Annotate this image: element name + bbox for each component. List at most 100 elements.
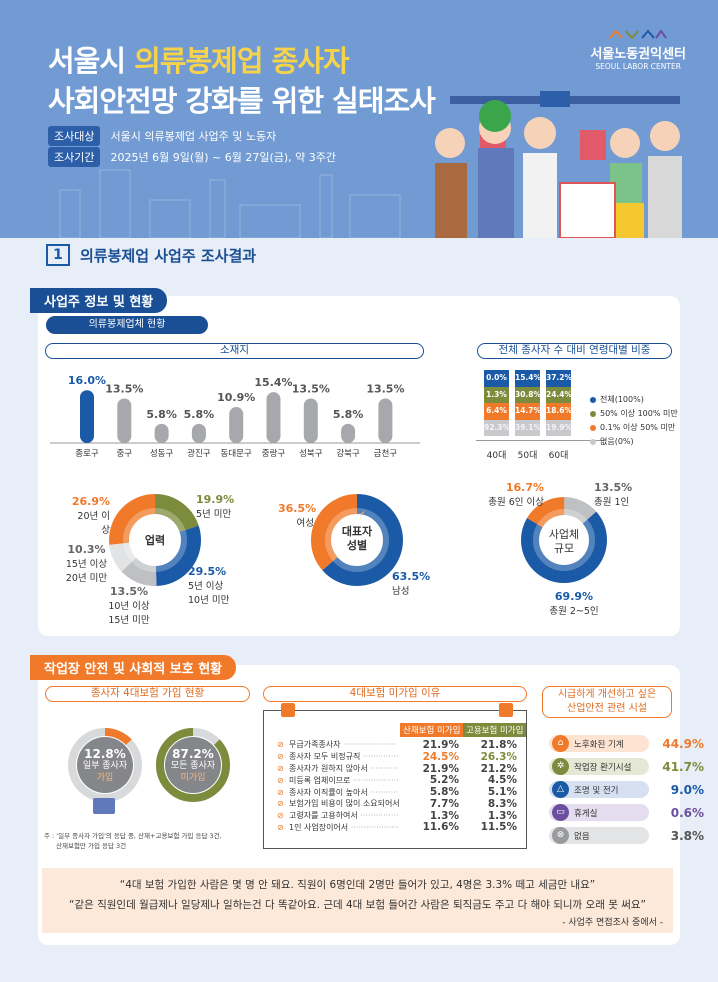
legend-dot-icon — [590, 396, 596, 403]
career-text-under5: 5년 미만 — [196, 509, 232, 520]
size-text-1: 총원 1인 — [594, 497, 630, 508]
binder-clip-icon — [281, 703, 295, 717]
check-circle-icon: ⊘ — [277, 740, 284, 750]
facility-value: 44.9% — [662, 736, 704, 751]
facilities-title-line1: 시급하게 개선하고 싶은 — [557, 689, 657, 700]
size-center-label: 사업체 규모 — [539, 528, 589, 556]
reason-label: 1인 사업장이어서 ····················· — [289, 822, 399, 832]
facility-item: ⌂ 노후화된 기계 44.9% — [549, 734, 704, 753]
career-text-10to15: 10년 이상 15년 미만 — [108, 601, 150, 626]
age-segment: 15.4% — [515, 370, 541, 387]
table-row: ⊘ 고령자를 고용하여서 ····················· 1.3% 1.3… — [277, 810, 522, 822]
quote-source: - 사업주 면접조사 중에서 - — [562, 918, 663, 928]
reason-label: 고령자를 고용하여서 ····················· — [289, 811, 399, 821]
bar-value-label: 15.4% — [254, 376, 292, 389]
industrial-value: 7.7% — [429, 797, 459, 810]
facility-item: ✲ 작업장 환기시설 41.7% — [549, 757, 704, 776]
safety-tab: 작업장 안전 및 사회적 보호 현황 — [30, 655, 237, 680]
facility-item: ▭ 휴게실 0.6% — [549, 803, 704, 822]
reason-label: 미등록 업체이므로 ····················· — [289, 775, 399, 785]
survey-target-label: 조사대상 — [48, 126, 101, 146]
size-label-2to5: 69.9% 총원 2~5인 — [544, 590, 604, 617]
table-row: ⊘ 종사자 모두 비정규직 ····················· 24.5% 2… — [277, 751, 522, 763]
career-label-20plus: 26.9% 20년 이상 — [70, 495, 110, 536]
inner-ring — [325, 508, 389, 572]
quote-1: “4대 보험 가입한 사람은 몇 명 안 돼요. 직원이 6명인데 2명만 들어… — [119, 879, 596, 891]
facility-label: 노후화된 기계 — [574, 739, 624, 750]
check-circle-icon: ⊘ — [277, 763, 284, 773]
legend-label: 50% 이상 100% 미만 — [600, 409, 678, 418]
reason-label: 종사자가 원하지 않아서 ····················· — [289, 763, 399, 773]
career-label-15to20: 10.3% 15년 이상 20년 미만 — [64, 543, 109, 584]
legend-dot-icon — [590, 424, 596, 431]
legend-dot-icon — [590, 410, 596, 417]
insurance-footnote: 주 : '일부 종사자 가입'의 응답 중, 산재+고용보험 가입 응답 3건,… — [44, 831, 222, 851]
footnote-line1: 주 : '일부 종사자 가입'의 응답 중, 산재+고용보험 가입 응답 3건, — [44, 832, 222, 840]
bar-금천구 — [378, 398, 393, 443]
x-tick-label: 50대 — [517, 451, 538, 461]
insurance-partial-label: 12.8% 일부 종사자 가입 — [72, 748, 138, 784]
x-tick-label: 60대 — [548, 451, 569, 461]
sex-center-line2: 성별 — [346, 539, 368, 552]
legend-label: 없음(0%) — [600, 437, 634, 446]
age-segment: 14.7% — [515, 403, 541, 420]
size-text-6plus: 총원 6인 이상 — [488, 497, 544, 508]
facility-value: 0.6% — [670, 805, 704, 820]
insurance-partial-text: 일부 종사자 — [82, 761, 128, 771]
age-stacked-chart: 0.0% 1.3% 6.4% 92.3% 40대 15.4% 30.8% 14.7% 39.1%… — [476, 370, 606, 466]
x-tick-label: 강북구 — [336, 448, 360, 459]
size-text-2to5: 총원 2~5인 — [549, 606, 599, 617]
table-row: ⊘ 무급가족종사자 ····················· 21.9% 21.8% — [277, 739, 522, 751]
career-label-under5: 19.9% 5년 미만 — [196, 493, 234, 520]
section-title: 의류봉제업 사업주 조사결과 — [80, 246, 257, 265]
table-row: ⊘ 종사자 이직률이 높아서 ····················· 5.8% 5… — [277, 786, 522, 798]
facility-value: 3.8% — [670, 828, 704, 843]
x-tick-label: 종로구 — [75, 449, 99, 459]
age-column-40대: 0.0% 1.3% 6.4% 92.3% 40대 — [484, 370, 510, 461]
x-axis — [476, 440, 606, 441]
facility-value: 9.0% — [670, 782, 704, 797]
sewing-machine-icon: ⌂ — [552, 735, 569, 752]
lamp-icon: △ — [552, 781, 569, 798]
slice-여성 — [311, 494, 403, 586]
quote-2: “같은 직원인데 월급제나 일당제나 일하는건 다 똑같아요. 근데 4대 보험… — [69, 899, 646, 911]
bar-value-label: 10.9% — [217, 391, 255, 404]
location-chart-title: 소재지 — [45, 343, 424, 359]
seoul-labor-center-logo: 서울노동권익센터 SEOUL LABOR CENTER — [590, 24, 686, 71]
employment-value: 21.2% — [480, 762, 517, 775]
career-pct-under5: 19.9% — [196, 493, 235, 506]
bar-value-label: 5.8% — [184, 408, 215, 421]
legend-label: 전체(100%) — [600, 395, 644, 404]
check-circle-icon: ⊘ — [277, 787, 284, 797]
career-text-20plus: 20년 이상 — [77, 511, 110, 536]
x-tick-label: 동대문구 — [221, 449, 252, 459]
x-tick-label: 금천구 — [374, 448, 398, 459]
section-1-heading: 1 의류봉제업 사업주 조사결과 — [46, 244, 256, 266]
survey-period-value: 2025년 6월 9일(월) ~ 6월 27일(금), 약 3주간 — [110, 151, 337, 164]
header-banner: 서울시 의류봉제업 종사자 사회안전망 강화를 위한 실태조사 조사대상 서울시 … — [0, 0, 718, 238]
owner-info-tab: 사업주 정보 및 현황 — [30, 288, 168, 313]
facility-label: 휴게실 — [574, 808, 598, 819]
facilities-title: 시급하게 개선하고 싶은 산업안전 관련 시설 — [542, 686, 672, 718]
size-pct-2to5: 69.9% — [554, 590, 594, 603]
career-label-10to15: 13.5% 10년 이상 15년 미만 — [104, 585, 154, 626]
survey-target-value: 서울시 의류봉제업 사업주 및 노동자 — [110, 130, 277, 143]
insurance-none-text: 모든 종사자 — [170, 761, 216, 771]
career-pct-15to20: 10.3% — [67, 543, 106, 556]
check-circle-icon: ⊘ — [277, 775, 284, 785]
career-pct-10to15: 13.5% — [109, 585, 149, 598]
sex-pct-male: 63.5% — [392, 570, 431, 583]
slice-일부 종사자 가입 — [68, 728, 142, 802]
footnote-line2: 산재보험만 가입 응답 3건 — [56, 842, 127, 850]
size-center-line1: 사업체 — [548, 528, 580, 541]
x-circle-icon: ⊗ — [552, 827, 569, 844]
sex-center-line1: 대표자 — [341, 525, 373, 538]
center-disk — [77, 737, 133, 793]
inner-ring — [123, 508, 187, 572]
age-segment: 24.4% — [546, 386, 572, 403]
sex-text-female: 여성 — [296, 518, 314, 529]
legend-item: 전체(100%) — [590, 394, 678, 405]
industrial-value: 5.8% — [429, 786, 459, 799]
title-line2: 사회안전망 강화를 위한 실태조사 — [48, 84, 436, 118]
check-circle-icon: ⊘ — [277, 752, 284, 762]
